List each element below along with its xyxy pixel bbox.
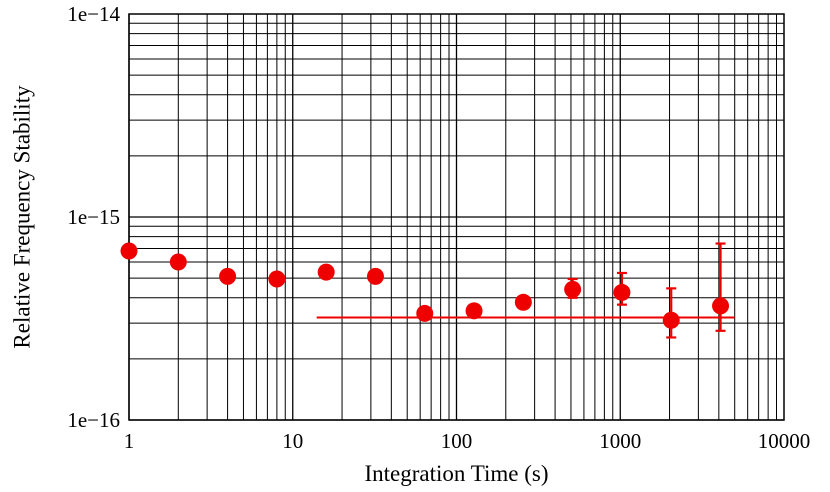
data-point [416,304,434,322]
y-tick-label: 1e−16 [67,408,120,432]
data-point [662,311,680,329]
x-tick-label: 100 [441,429,473,453]
x-axis-label: Integration Time (s) [365,461,549,486]
y-axis-label: Relative Frequency Stability [9,85,34,349]
data-point [219,267,237,285]
y-tick-label: 1e−14 [67,2,120,26]
x-tick-label: 10000 [758,429,811,453]
y-tick-labels: 1e−16 1e−15 1e−14 [67,2,120,432]
data-point [613,283,631,301]
data-point [564,280,582,298]
y-tick-label: 1e−15 [67,205,120,229]
data-point [169,253,187,271]
x-tick-label: 1 [124,429,135,453]
data-point [366,267,384,285]
data-point [465,302,483,320]
data-point [268,270,286,288]
data-point [120,242,138,260]
grid [128,14,784,421]
x-tick-label: 10 [282,429,303,453]
x-tick-label: 1000 [599,429,641,453]
data-point [712,297,730,315]
plot-frame [128,13,785,421]
data-points [120,242,730,329]
x-tick-labels: 1 10 100 1000 10000 [124,429,811,453]
error-bar [715,242,726,332]
data-point [317,263,335,281]
data-point [514,293,532,311]
